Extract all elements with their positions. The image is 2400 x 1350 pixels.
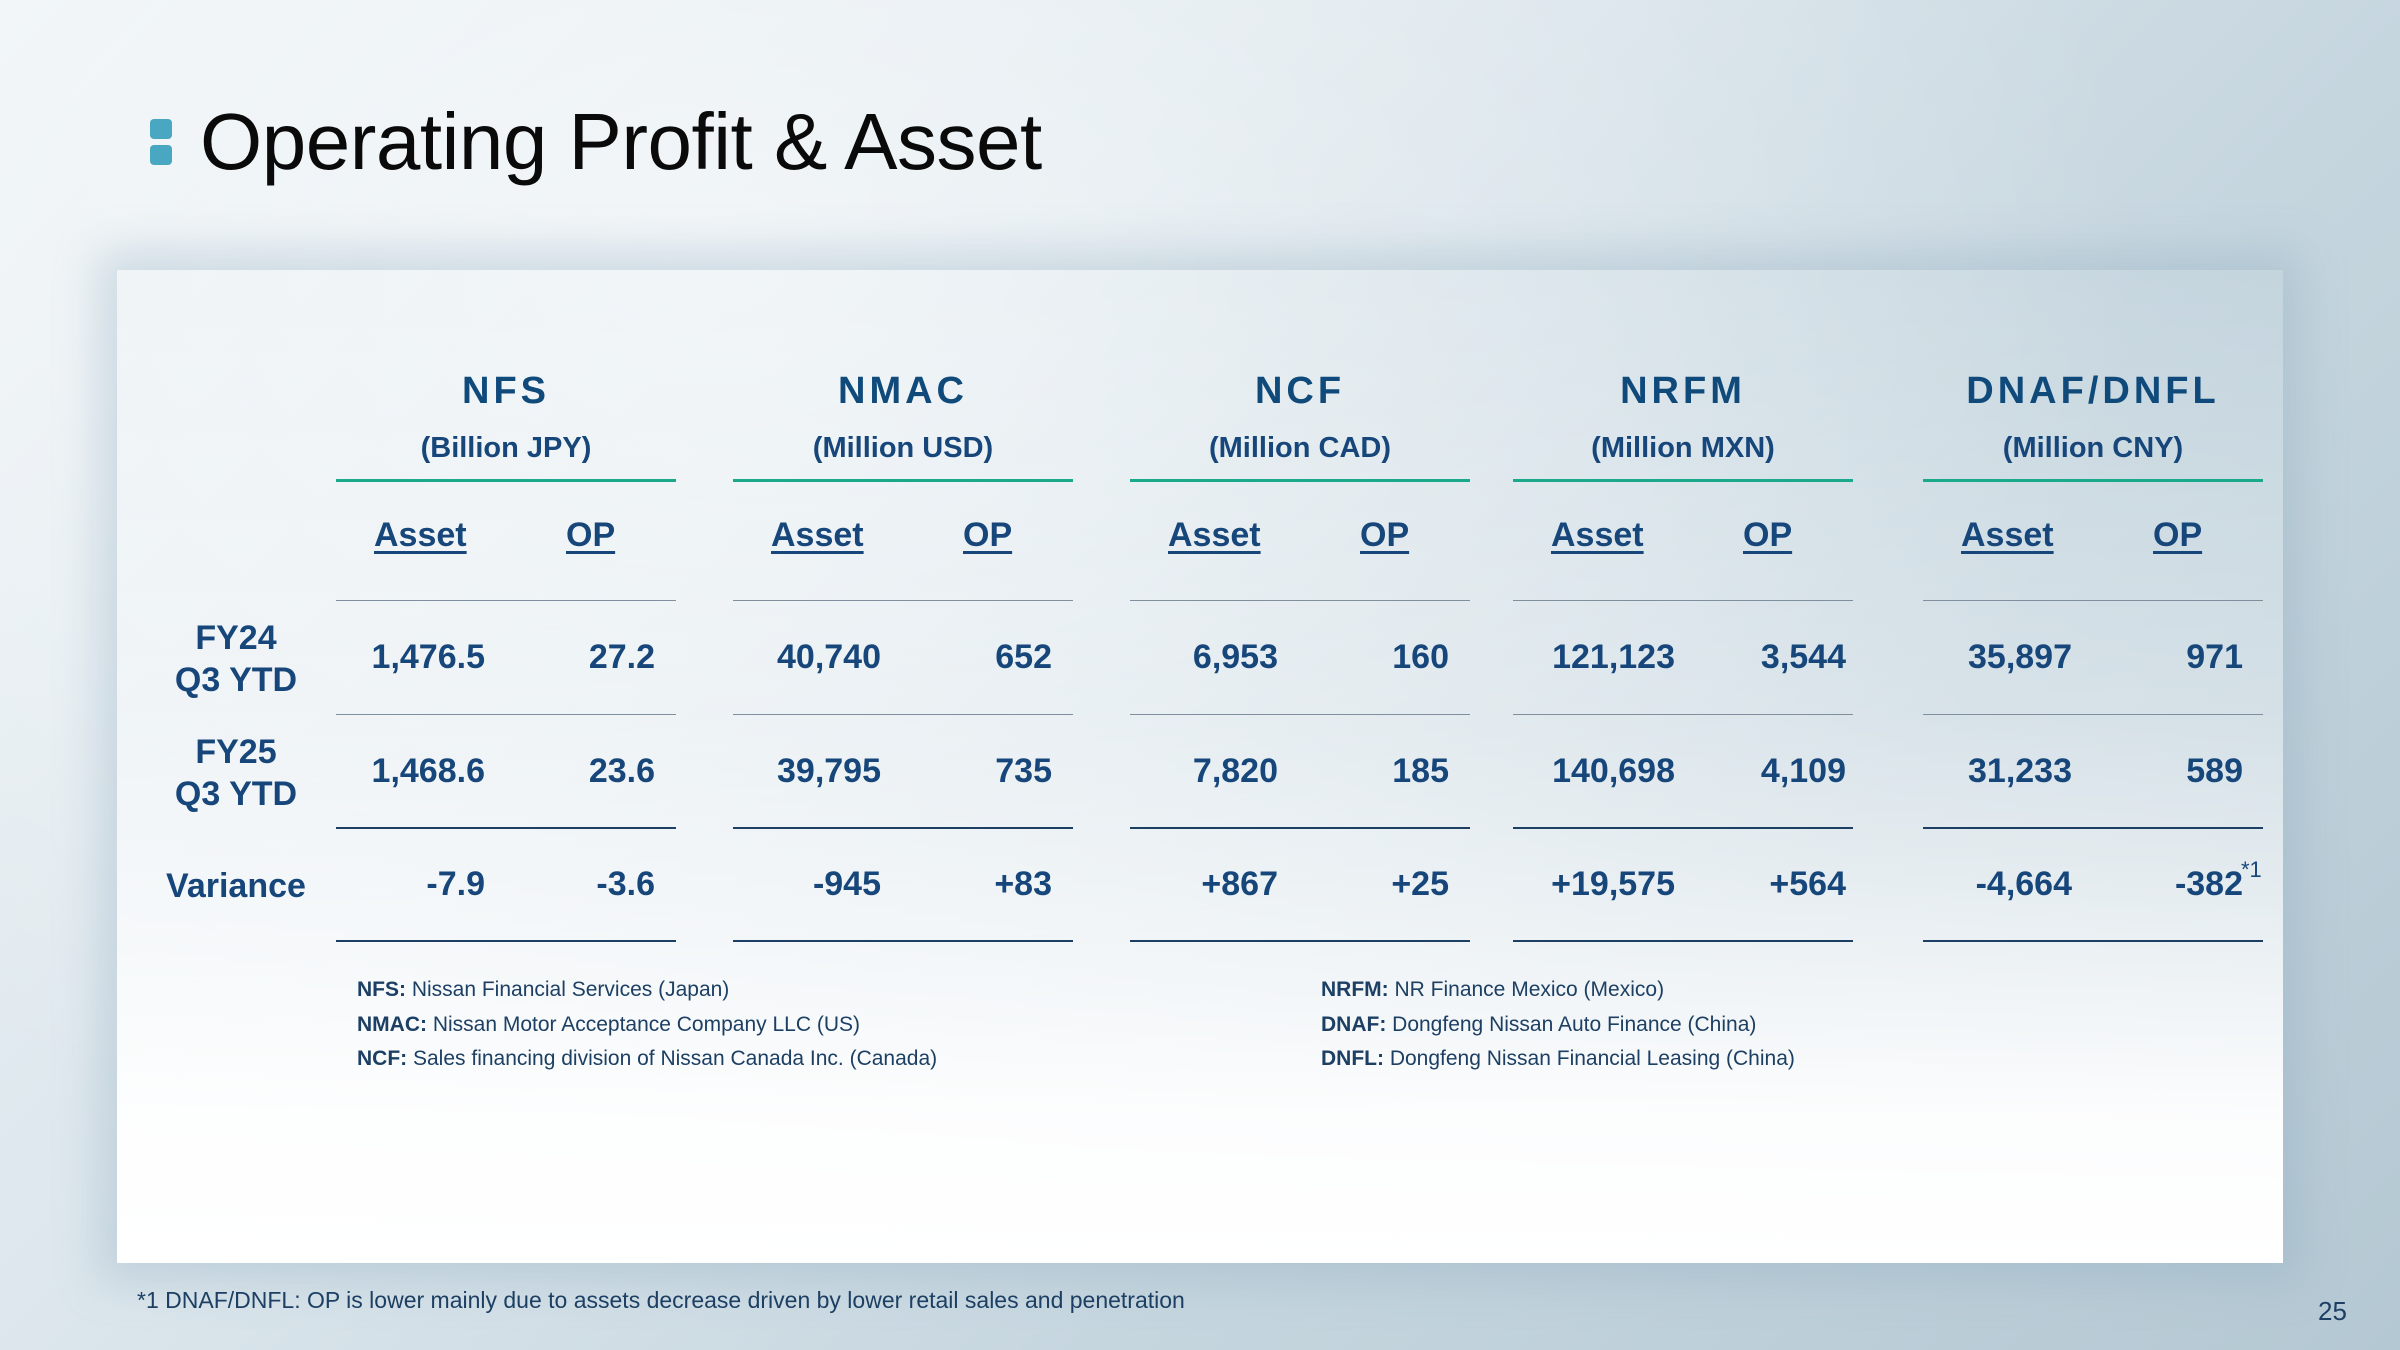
legend-item: NRFM: NR Finance Mexico (Mexico) [1321, 978, 1665, 1001]
title-row: Operating Profit & Asset [150, 96, 1042, 188]
table-cell-asset: 40,740 [777, 638, 881, 676]
column-group-ncf: NCF (Million CAD) Asset OP [1130, 370, 1470, 562]
table-rule [1130, 714, 1470, 715]
unit-label: (Billion JPY) [420, 432, 592, 464]
table-cell-asset: 31,233 [1968, 752, 2072, 790]
company-name: NMAC [838, 370, 968, 412]
row-label-fy24: FY24 Q3 YTD [174, 619, 298, 699]
table-cell-op: 185 [1392, 752, 1449, 790]
table-cell-asset: +19,575 [1551, 865, 1675, 903]
table-rule [336, 714, 676, 715]
legend-item: NCF: Sales financing division of Nissan … [357, 1047, 938, 1070]
legend-right: NRFM: NR Finance Mexico (Mexico) DNAF: D… [1321, 973, 1795, 1077]
table-cell-asset: -4,664 [1975, 865, 2072, 903]
table-cell-asset: 6,953 [1192, 638, 1278, 676]
table-cell-asset: 7,820 [1192, 752, 1278, 790]
table-cell-asset: 121,123 [1552, 638, 1675, 676]
header-divider [1923, 479, 2263, 482]
table-cell-op: -382 [2174, 865, 2243, 903]
table-cell-asset: 1,476.5 [371, 638, 485, 676]
unit-label: (Million MXN) [1591, 432, 1775, 464]
table-cell-op: 160 [1392, 638, 1449, 676]
header-divider [1513, 479, 1853, 482]
table-rule [336, 940, 676, 942]
table-rule [1513, 827, 1853, 829]
table-rule [1923, 600, 2263, 601]
legend-item: NMAC: Nissan Motor Acceptance Company LL… [357, 1012, 860, 1036]
table-rule [336, 600, 676, 601]
row-label-variance: Variance [166, 867, 306, 905]
table-rule [1513, 714, 1853, 715]
title-bullet-icon [150, 115, 172, 169]
table-rule [1923, 827, 2263, 829]
table-cell-asset: 1,468.6 [371, 752, 485, 790]
legend-left: NFS: Nissan Financial Services (Japan) N… [357, 973, 937, 1077]
table-cell-op: +564 [1769, 865, 1846, 903]
table-cell-op: +25 [1391, 865, 1449, 903]
op-header: OP [963, 516, 1013, 554]
header-divider [733, 479, 1073, 482]
company-name: NRFM [1620, 370, 1746, 412]
company-name: DNAF/DNFL [1966, 370, 2220, 412]
table-cell-op: 3,544 [1760, 638, 1846, 676]
table-rule [733, 827, 1073, 829]
op-header: OP [1360, 516, 1410, 554]
table-cell-op: -3.6 [596, 865, 655, 903]
footnote-marker: *1 [2241, 857, 2262, 882]
op-header: OP [2153, 516, 2203, 554]
column-group-nmac: NMAC (Million USD) Asset OP [733, 370, 1073, 562]
table-rule [1923, 714, 2263, 715]
table-cell-op: 652 [995, 638, 1052, 676]
table-rule [1513, 600, 1853, 601]
company-name: NCF [1254, 370, 1346, 412]
table-cell-op: 23.6 [588, 752, 655, 790]
table-cell-asset: 140,698 [1552, 752, 1675, 790]
table-cell-op: 27.2 [588, 638, 655, 676]
table-cell-asset: +867 [1201, 865, 1278, 903]
table-cell-op: 735 [995, 752, 1052, 790]
asset-header: Asset [1961, 516, 2054, 554]
content-panel [117, 270, 2283, 1263]
legend-item: NFS: Nissan Financial Services (Japan) [357, 978, 730, 1001]
table-rule [1130, 940, 1470, 942]
table-cell-op: 589 [2186, 752, 2243, 790]
asset-header: Asset [1551, 516, 1644, 554]
table-cell-asset: 35,897 [1968, 638, 2072, 676]
table-cell-asset: -945 [812, 865, 881, 903]
footnote: *1 DNAF/DNFL: OP is lower mainly due to … [137, 1287, 1185, 1313]
column-group-dnaf-dnfl: DNAF/DNFL (Million CNY) Asset OP [1923, 370, 2263, 562]
table-rule [1513, 940, 1853, 942]
header-divider [336, 479, 676, 482]
op-header: OP [566, 516, 616, 554]
legend-item: DNAF: Dongfeng Nissan Auto Finance (Chin… [1321, 1012, 1757, 1036]
asset-header: Asset [1168, 516, 1261, 554]
table-rule [336, 827, 676, 829]
table-cell-op: +83 [994, 865, 1052, 903]
table-rule [733, 600, 1073, 601]
column-group-nfs: NFS (Billion JPY) Asset OP [336, 370, 676, 562]
page-number: 25 [2318, 1296, 2347, 1326]
header-divider [1130, 479, 1470, 482]
table-rule [733, 714, 1073, 715]
unit-label: (Million CNY) [2002, 432, 2184, 464]
table-rule [1130, 600, 1470, 601]
asset-header: Asset [374, 516, 467, 554]
table-cell-asset: -7.9 [426, 865, 485, 903]
op-header: OP [1743, 516, 1793, 554]
table-cell-op: 971 [2186, 638, 2243, 676]
column-group-nrfm: NRFM (Million MXN) Asset OP [1513, 370, 1853, 562]
table-rule [1130, 827, 1470, 829]
table-cell-op: 4,109 [1760, 752, 1846, 790]
unit-label: (Million CAD) [1208, 432, 1391, 464]
row-label-fy25: FY25 Q3 YTD [174, 733, 298, 813]
company-name: NFS [462, 370, 550, 412]
unit-label: (Million USD) [812, 432, 994, 464]
table-rule [733, 940, 1073, 942]
page-title: Operating Profit & Asset [200, 97, 1042, 186]
legend-item: DNFL: Dongfeng Nissan Financial Leasing … [1321, 1047, 1795, 1070]
table-rule [1923, 940, 2263, 942]
asset-header: Asset [771, 516, 864, 554]
table-cell-asset: 39,795 [777, 752, 881, 790]
